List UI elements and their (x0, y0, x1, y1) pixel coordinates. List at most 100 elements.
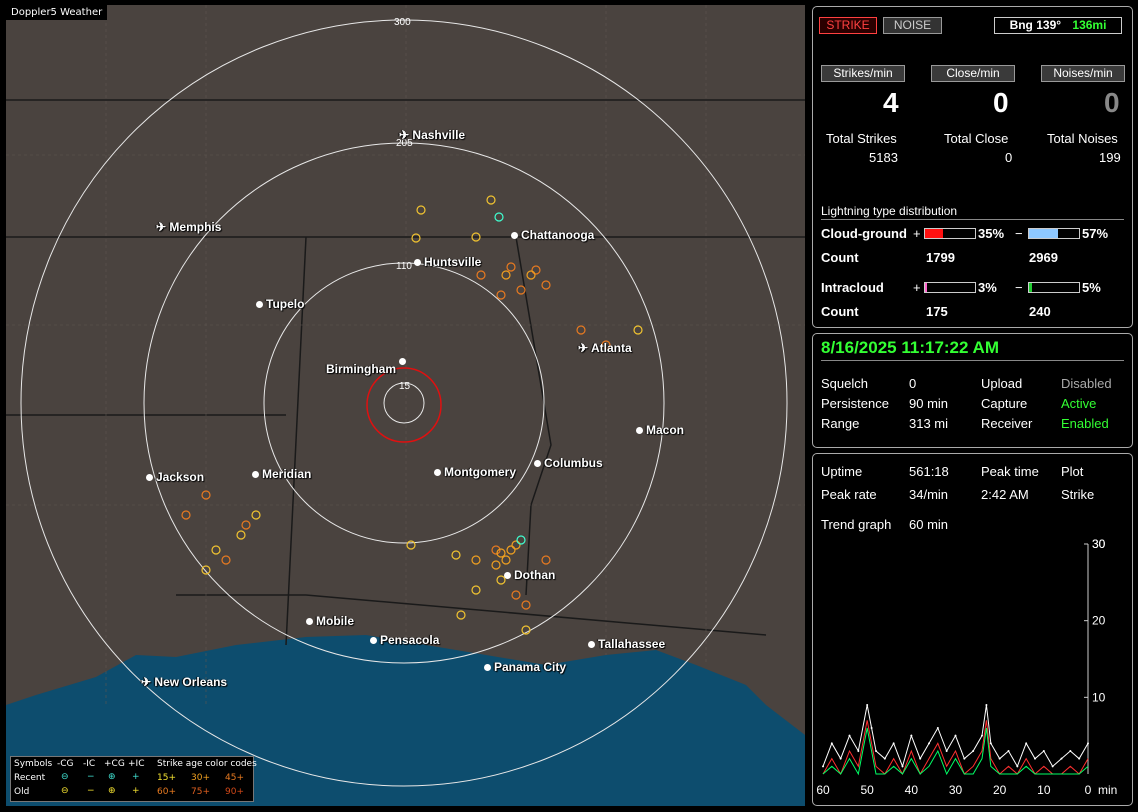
trend-point (963, 757, 966, 760)
app-title: Doppler5 Weather (6, 5, 108, 20)
city-birmingham[interactable]: Birmingham (326, 358, 409, 376)
peak-time-label: Peak time (981, 464, 1039, 479)
trend-point (848, 734, 851, 737)
city-dot-icon (534, 460, 541, 468)
close-min-button[interactable]: Close/min (931, 65, 1015, 82)
city-columbus[interactable]: Columbus (534, 456, 603, 470)
ring-label-300: 300 (394, 17, 411, 28)
uptime-label: Uptime (821, 464, 863, 479)
ic-positive-percent: 3% (978, 280, 997, 295)
trend-point (954, 734, 957, 737)
x-tick-label: 50 (860, 783, 874, 797)
trend-point (901, 765, 904, 768)
city-nashville[interactable]: ✈ Nashville (399, 128, 466, 142)
ic-count-label: Count (821, 304, 859, 319)
trend-point (1034, 757, 1036, 760)
y-tick-label: 30 (1092, 537, 1106, 551)
trend-point (1069, 750, 1072, 752)
cg-count-label: Count (821, 250, 859, 265)
strikes-min-button[interactable]: Strikes/min (821, 65, 905, 82)
city-meridian[interactable]: Meridian (252, 467, 311, 481)
distribution-title: Lightning type distribution (821, 204, 958, 218)
trend-point (883, 757, 886, 760)
city-mobile[interactable]: Mobile (306, 614, 354, 628)
old-pos-ic-icon: + (132, 786, 140, 796)
city-dothan[interactable]: Dothan (504, 568, 555, 582)
old-pos-cg-icon: ⊕ (108, 786, 116, 796)
age-45: 45+ (225, 773, 244, 783)
ic-positive-fill (925, 283, 927, 292)
receiver-value: Enabled (1061, 416, 1109, 431)
intracloud-label: Intracloud (821, 280, 884, 295)
upload-label: Upload (981, 376, 1023, 391)
ring-label-205: 205 (396, 138, 413, 149)
city-tallahassee[interactable]: Tallahassee (588, 637, 665, 651)
cloud-ground-label: Cloud-ground (821, 226, 907, 241)
trend-point (839, 757, 842, 760)
city-new-orleans[interactable]: ✈ New Orleans (141, 675, 228, 689)
legend-col-pos-cg: +CG (104, 759, 125, 769)
age-30: 30+ (191, 773, 210, 783)
trend-point (936, 727, 939, 729)
city-macon[interactable]: Macon (636, 423, 684, 437)
city-montgomery[interactable]: Montgomery (434, 465, 516, 479)
city-huntsville[interactable]: Huntsville (414, 255, 481, 269)
map-background (6, 5, 805, 806)
total-noises-label: Total Noises (1047, 131, 1118, 146)
strike-button[interactable]: STRIKE (819, 17, 877, 34)
trend-point (981, 734, 983, 737)
datetime: 8/16/2025 11:17:22 AM (821, 338, 999, 357)
bearing-readout: Bng 139° 136mi (994, 17, 1122, 34)
squelch-value: 0 (909, 376, 917, 391)
city-chattanooga[interactable]: Chattanooga (511, 228, 594, 242)
legend-old-label: Old (14, 787, 30, 797)
trend-point (919, 757, 922, 760)
total-noises-value: 199 (1099, 150, 1121, 165)
bearing-range: 136mi (1072, 18, 1107, 32)
old-neg-ic-icon: − (87, 786, 95, 796)
city-dot-icon (588, 641, 595, 649)
airplane-icon: ✈ (578, 341, 589, 355)
city-panama-city[interactable]: Panama City (484, 660, 566, 674)
city-dot-icon (146, 474, 153, 482)
trend-point (1016, 765, 1019, 768)
age-75: 75+ (191, 787, 210, 797)
capture-label: Capture (981, 396, 1028, 411)
x-tick-label: 30 (949, 783, 963, 797)
lightning-map[interactable]: Doppler5 Weather 300 205 110 15 ✈ Nashvi… (6, 5, 805, 806)
range-label: Range (821, 416, 860, 431)
ic-plus-sign: + (913, 280, 921, 295)
trend-point (1025, 742, 1028, 745)
trend-point (928, 742, 930, 745)
trend-point (910, 734, 913, 737)
ic-negative-count: 240 (1029, 304, 1051, 319)
city-jackson[interactable]: Jackson (146, 470, 204, 484)
trend-point (1087, 742, 1089, 745)
range-value: 313 mi (909, 416, 949, 431)
cg-minus-sign: − (1015, 226, 1023, 241)
strikes-per-min: 4 (883, 87, 899, 118)
pos-cg-line (822, 727, 1089, 776)
city-pensacola[interactable]: Pensacola (370, 633, 439, 647)
x-tick-label: 40 (905, 783, 919, 797)
city-dot-icon (636, 427, 643, 435)
age-90: 90+ (225, 787, 244, 797)
city-atlanta[interactable]: ✈ Atlanta (578, 341, 632, 355)
total-strikes-value: 5183 (869, 150, 898, 165)
trend-point (875, 750, 877, 752)
ic-negative-fill (1029, 283, 1032, 292)
total-strikes-label: Total Strikes (826, 131, 897, 146)
plot-value[interactable]: Strike (1061, 487, 1095, 502)
y-tick-label: 20 (1092, 614, 1106, 628)
cg-positive-count: 1799 (926, 250, 955, 265)
cg-positive-bar (924, 228, 976, 239)
noise-button[interactable]: NOISE (883, 17, 942, 34)
city-memphis[interactable]: ✈ Memphis (156, 220, 222, 234)
legend-age-title: Strike age color codes (157, 759, 257, 769)
city-dot-icon (399, 358, 407, 366)
noises-min-button[interactable]: Noises/min (1041, 65, 1125, 82)
city-tupelo[interactable]: Tupelo (256, 297, 304, 311)
ic-positive-bar (924, 282, 976, 293)
city-dot-icon (484, 664, 491, 672)
